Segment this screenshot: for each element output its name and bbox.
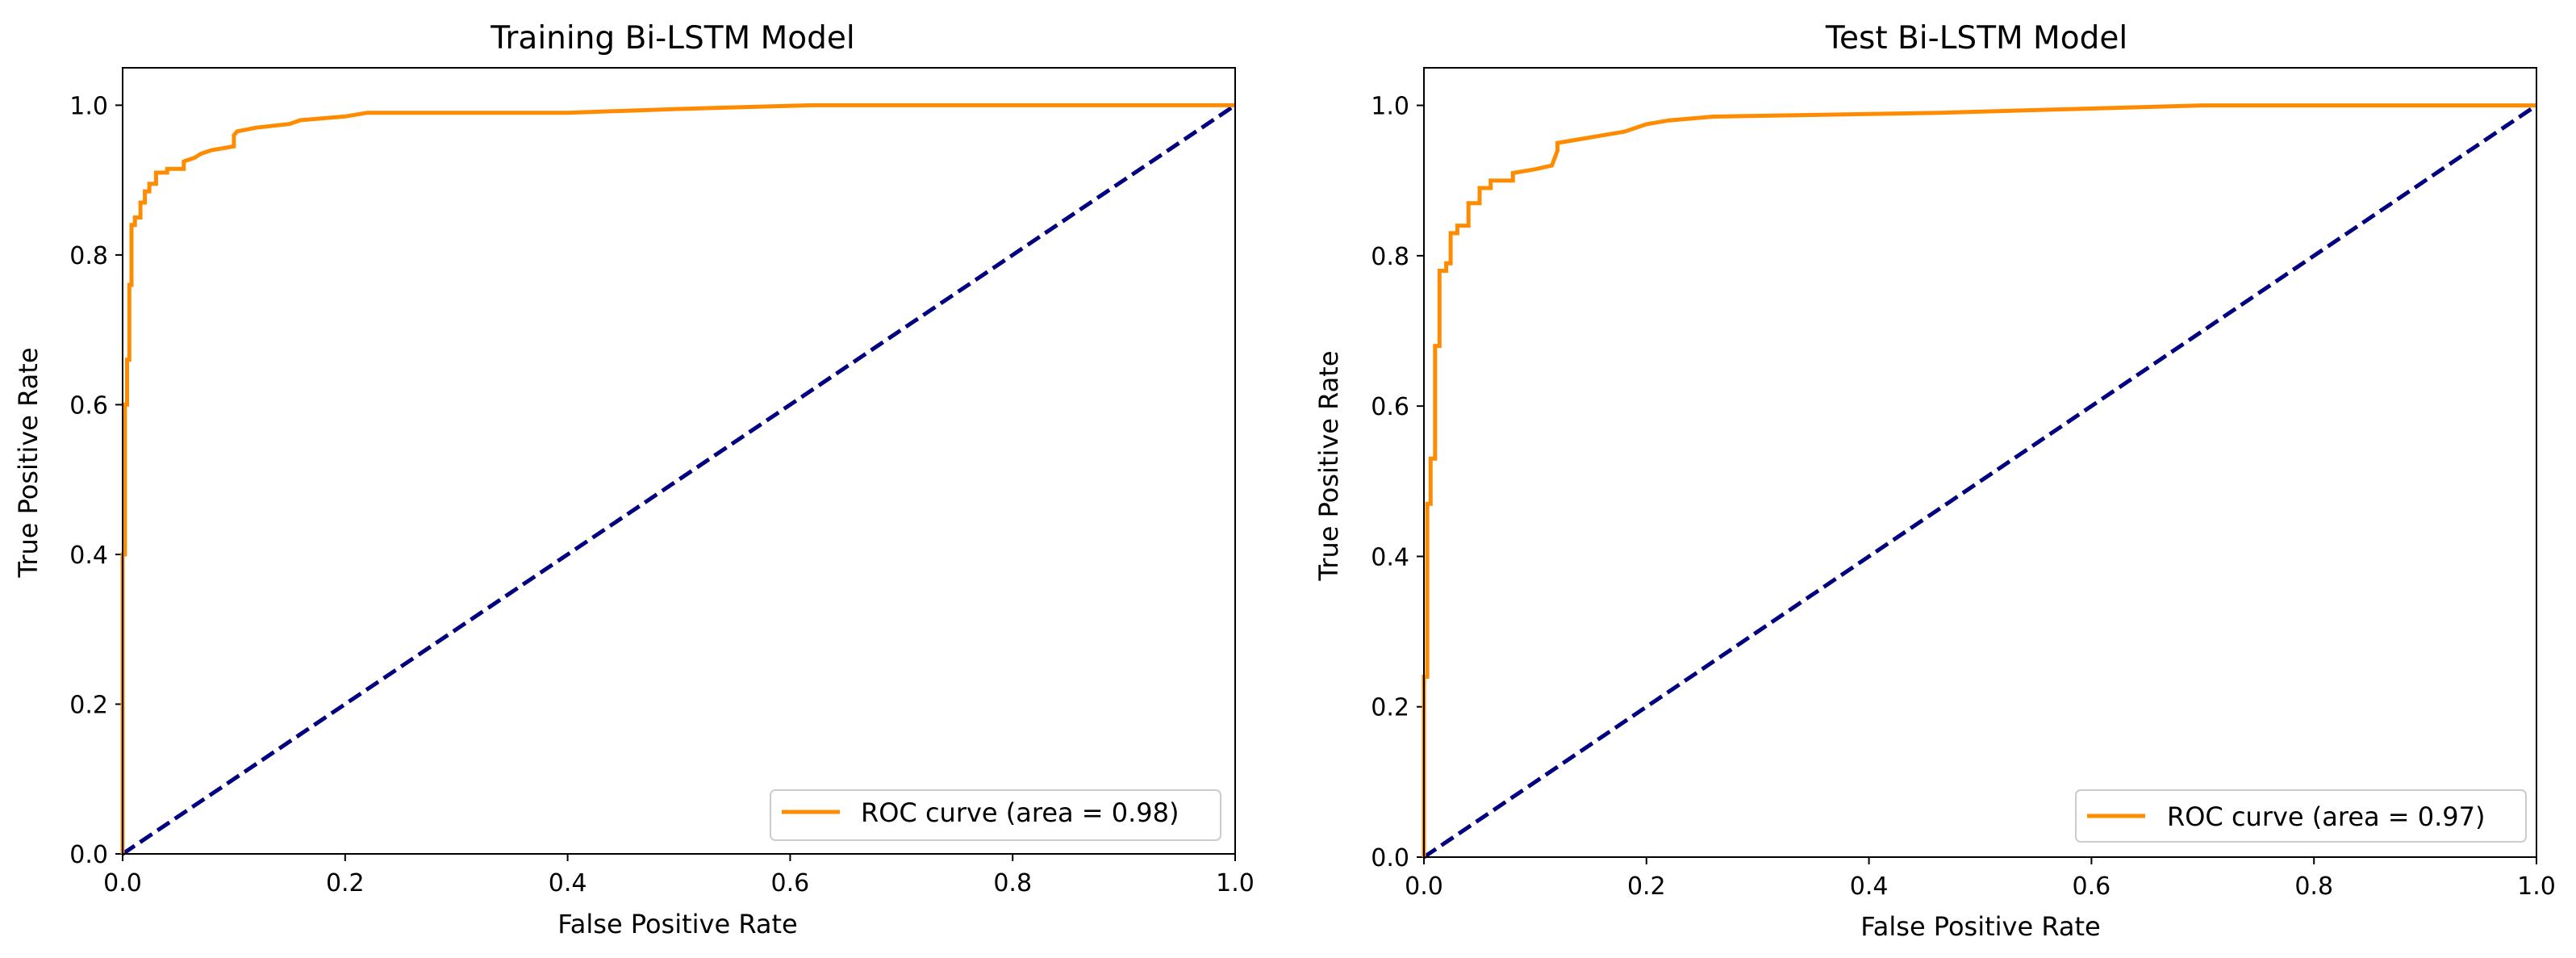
y-axis-label: True Positive Rate [1313,350,1344,581]
y-tick-label: 1.0 [69,92,108,120]
y-tick-label: 0.6 [69,391,108,420]
legend-box [770,789,1221,841]
y-tick-label: 1.0 [1371,93,1409,121]
ticks-group: 0.0 0.2 0.4 0.6 0.8 1.0 0.0 0.2 0.4 0.6 0.8 1.0 [69,92,1255,897]
legend-label: ROC curve (area = 0.98) [861,797,1179,828]
x-axis-label: False Positive Rate [1860,911,2100,942]
plot-frame [1423,67,2537,858]
x-tick-label: 0.4 [549,869,587,897]
plot-lines [1422,103,2538,860]
y-tick-label: 0.0 [1371,844,1409,872]
x-tick-label: 0.2 [1627,872,1666,901]
chance-diagonal-line [1422,103,2538,860]
x-tick-label: 0.0 [1405,872,1443,901]
x-tick-label: 1.0 [2517,872,2556,901]
chance-diagonal-line [121,103,1237,856]
y-tick-label: 0.6 [1371,393,1409,421]
y-tick-label: 0.4 [1371,543,1409,571]
x-axis-label: False Positive Rate [557,909,797,939]
y-tick-label: 0.0 [69,841,108,869]
test-roc-chart: Test Bi-LSTM Model False Positive Rate T… [1313,20,2556,942]
plot-frame [122,67,1236,855]
ticks-group: 0.0 0.2 0.4 0.6 0.8 1.0 0.0 0.2 0.4 0.6 0.8 1.0 [1371,93,2556,901]
x-tick-label: 0.0 [103,869,142,897]
x-tick-label: 0.6 [771,869,810,897]
legend: ROC curve (area = 0.97) [2075,789,2527,843]
y-tick-label: 0.4 [69,542,108,570]
y-tick-label: 0.2 [1371,694,1409,722]
legend-label: ROC curve (area = 0.97) [2167,801,2486,832]
roc-curve-line [1422,103,2536,857]
x-tick-label: 0.2 [326,869,365,897]
y-tick-label: 0.2 [69,691,108,719]
plot-lines [120,102,1237,856]
roc-curve-line [120,102,1235,854]
y-tick-label: 0.8 [69,242,108,270]
x-tick-label: 1.0 [1216,869,1255,897]
chart-title: Test Bi-LSTM Model [1825,20,2127,56]
x-tick-label: 0.8 [2294,872,2333,901]
chart-title: Training Bi-LSTM Model [490,20,854,56]
x-tick-label: 0.6 [2073,872,2111,901]
y-tick-label: 0.8 [1371,243,1409,271]
x-tick-label: 0.4 [1850,872,1889,901]
y-axis-label: True Positive Rate [13,347,44,578]
legend-box [2075,789,2527,843]
legend: ROC curve (area = 0.98) [770,789,1221,841]
training-roc-chart: Training Bi-LSTM Model False Positive Ra… [13,20,1255,939]
x-tick-label: 0.8 [993,869,1032,897]
